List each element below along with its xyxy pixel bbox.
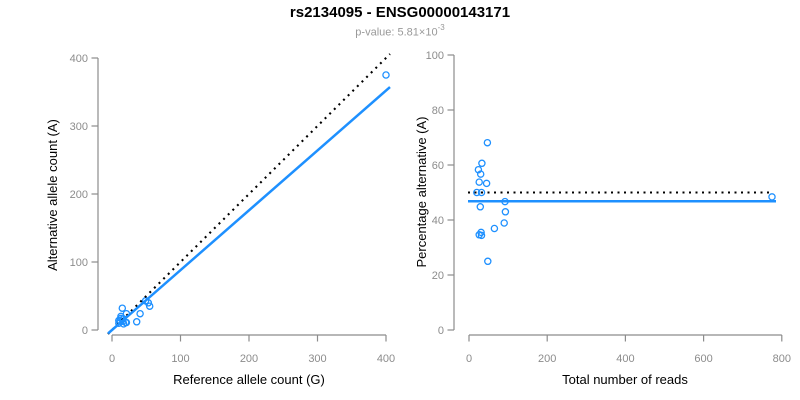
data-point [477,231,486,240]
left-yaxis-title: Alternative allele count (A) [45,119,60,271]
left-plot: 0 100 200 300 400 0 100 200 300 400 [70,53,396,365]
y-tick-label: 300 [70,121,88,133]
fit-line [107,86,391,335]
data-point [473,188,481,197]
x-tick-label: 600 [694,353,712,365]
y-tick-label: 200 [70,189,88,201]
y-tick-label: 60 [432,160,444,172]
pvalue-exponent: -3 [437,23,445,32]
data-point [483,138,492,147]
y-tick-label: 40 [432,215,444,227]
data-point [118,304,127,312]
x-tick-label: 200 [538,353,556,365]
x-tick-label: 0 [466,353,472,365]
x-tick-label: 300 [308,353,326,365]
data-point [382,71,390,79]
data-point [132,318,141,326]
x-tick-label: 100 [171,353,189,365]
y-tick-label: 0 [438,325,444,337]
data-point [482,179,491,188]
right-yaxis-title: Percentage alternative (A) [414,116,429,267]
x-tick-label: 200 [240,353,258,365]
data-point [490,224,499,233]
pvalue-subtitle: p-value: 5.81×10-3 [0,23,800,39]
data-point [136,309,144,318]
y-tick-label: 0 [82,325,88,337]
data-point [476,203,485,211]
data-point [768,193,776,201]
chart-title: rs2134095 - ENSG00000143171 [289,4,511,21]
x-tick-label: 800 [773,353,791,365]
right-plot: 0 200 400 600 800 0 20 40 60 80 100 [426,50,791,365]
y-tick-label: 100 [70,257,88,269]
data-point [122,318,131,327]
y-tick-label: 100 [426,50,444,62]
x-tick-label: 400 [616,353,634,365]
y-tick-label: 400 [70,53,88,65]
pvalue-text: p-value: 5.81×10 [355,26,438,39]
x-tick-label: 400 [377,353,395,365]
data-point [115,319,123,327]
y-tick-label: 20 [432,270,444,282]
data-point [475,178,483,186]
identity-line [107,53,391,335]
left-xaxis-title: Reference allele count (G) [173,372,325,387]
data-point [478,159,486,168]
right-xaxis-title: Total number of reads [562,372,688,387]
data-point [145,302,154,310]
y-tick-label: 80 [432,105,444,117]
data-point [476,170,485,178]
x-tick-label: 0 [109,353,115,365]
data-point [500,219,508,227]
data-point [501,208,510,216]
data-point [477,188,486,197]
data-point [484,257,492,266]
